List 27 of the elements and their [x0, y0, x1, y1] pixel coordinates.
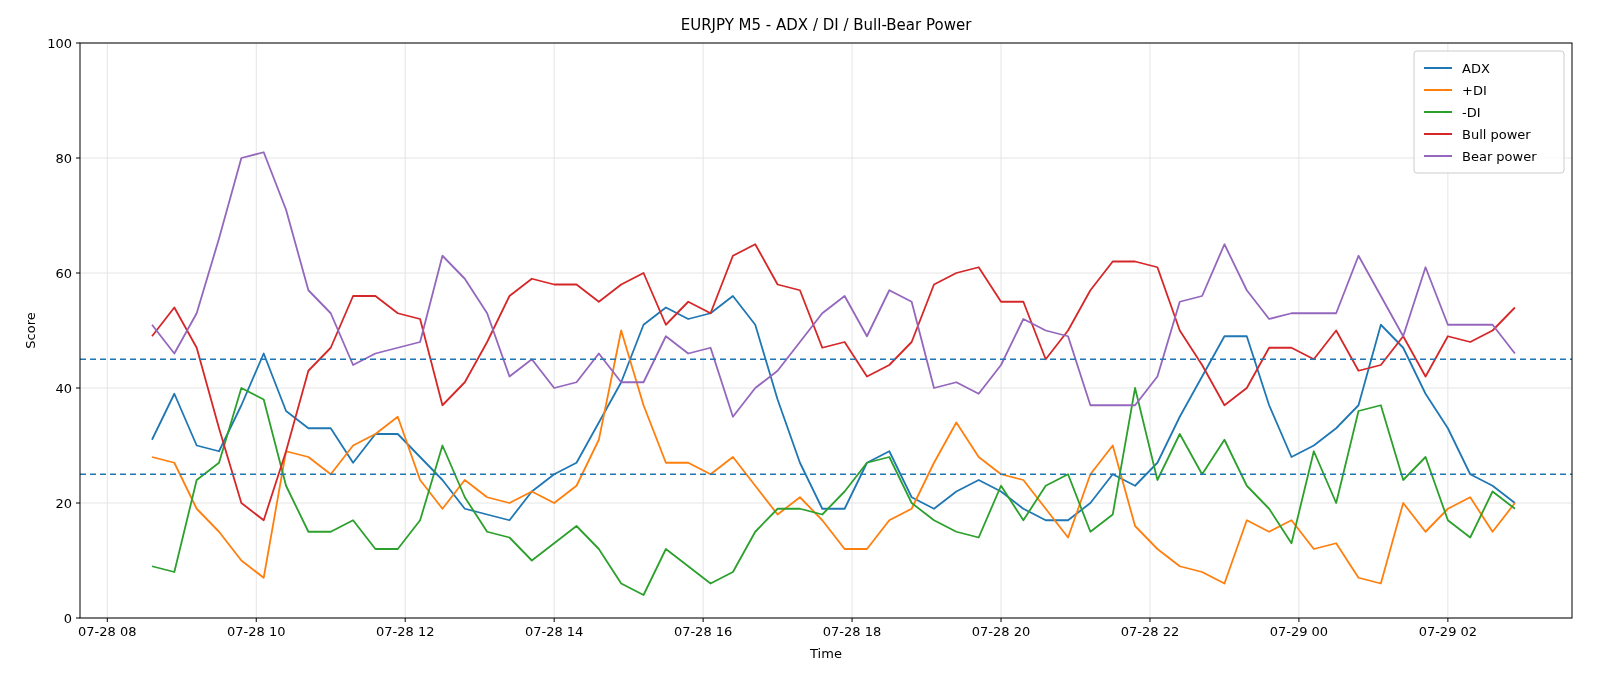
y-tick-label: 20 — [55, 495, 72, 511]
legend-label: -DI — [1462, 105, 1481, 120]
legend-label: ADX — [1462, 61, 1490, 76]
x-tick-label: 07-28 20 — [971, 624, 1031, 639]
x-tick-label: 07-28 08 — [78, 624, 137, 639]
x-tick-label: 07-28 14 — [524, 624, 584, 639]
x-tick-label: 07-28 12 — [375, 624, 435, 639]
x-tick-label: 07-29 00 — [1269, 624, 1329, 639]
x-tick-label: 07-28 10 — [227, 624, 286, 639]
chart-title: EURJPY M5 - ADX / DI / Bull-Bear Power — [680, 16, 973, 34]
y-tick-label: 80 — [55, 150, 72, 166]
line-series — [151, 243, 1516, 522]
y-axis-title: Score — [23, 312, 38, 349]
legend-label: Bear power — [1462, 149, 1538, 164]
line-series — [151, 387, 1516, 596]
legend-label: Bull power — [1462, 127, 1532, 142]
y-tick-label: 100 — [47, 35, 72, 51]
x-tick-label: 07-28 18 — [822, 624, 882, 639]
x-tick-label: 07-28 16 — [673, 624, 733, 639]
x-axis-title: Time — [809, 646, 842, 661]
x-tick-label: 07-29 02 — [1418, 624, 1478, 639]
legend-label: +DI — [1462, 83, 1487, 98]
y-tick-label: 60 — [55, 265, 72, 281]
y-tick-label: 0 — [63, 610, 72, 626]
line-series — [151, 329, 1516, 585]
x-tick-label: 07-28 22 — [1120, 624, 1180, 639]
y-tick-label: 40 — [55, 380, 72, 396]
